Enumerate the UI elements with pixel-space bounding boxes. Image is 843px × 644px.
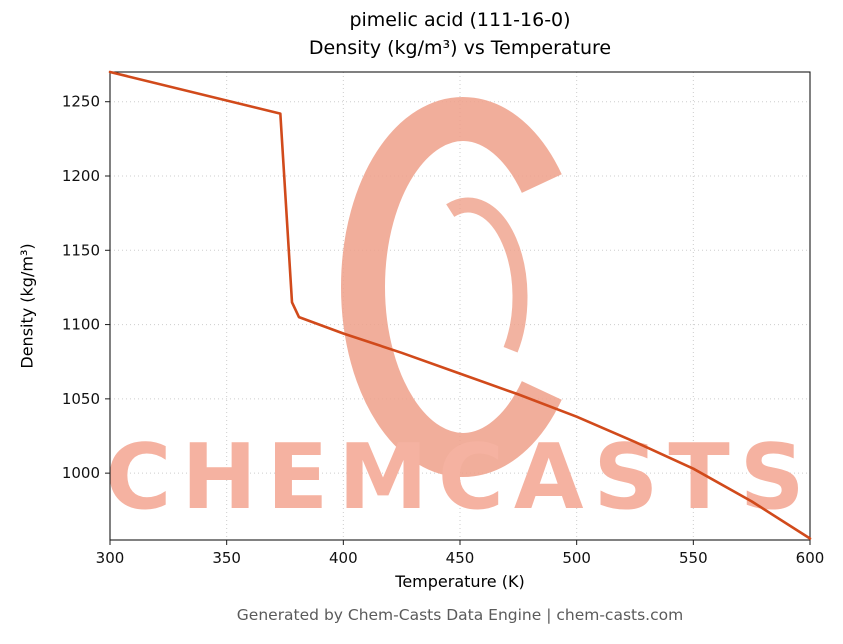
x-tick-label: 500 (562, 549, 591, 567)
y-tick-label: 1200 (62, 167, 100, 185)
watermark-text: CHEMCASTS (105, 425, 814, 530)
chart-title: pimelic acid (111-16-0) (349, 9, 571, 31)
watermark-logo-c-icon (341, 97, 562, 477)
x-tick-label: 550 (679, 549, 708, 567)
tick-marks (105, 101, 811, 545)
y-axis-label: Density (kg/m³) (17, 243, 37, 369)
density-series-line (108, 70, 812, 540)
x-tick-label: 450 (446, 549, 475, 567)
y-tick-label: 1150 (62, 241, 100, 259)
y-tick-label: 1250 (62, 93, 100, 111)
footer-attribution: Generated by Chem-Casts Data Engine | ch… (236, 606, 684, 624)
tick-labels: 300 350 400 450 500 550 600 1000 1050 1100 1150 120… (62, 93, 825, 567)
watermark: CHEMCASTS (105, 97, 814, 530)
x-axis-label: Temperature (K) (395, 572, 525, 591)
x-tick-label: 300 (96, 549, 125, 567)
watermark-logo-swirl-icon (446, 197, 528, 353)
chart-subtitle: Density (kg/m³) vs Temperature (308, 37, 612, 59)
x-tick-label: 350 (212, 549, 241, 567)
y-tick-label: 1050 (62, 390, 100, 408)
y-tick-label: 1000 (62, 464, 100, 482)
x-tick-label: 400 (329, 549, 358, 567)
y-tick-label: 1100 (62, 316, 100, 334)
x-tick-label: 600 (796, 549, 825, 567)
